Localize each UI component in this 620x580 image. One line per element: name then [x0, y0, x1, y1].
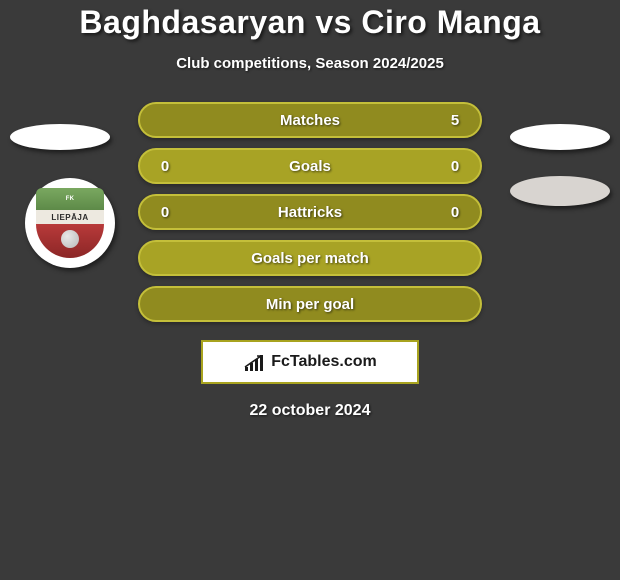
- stat-value-right: 0: [446, 204, 464, 221]
- stat-label: Hattricks: [174, 204, 446, 221]
- page-title: Baghdasaryan vs Ciro Manga: [0, 4, 620, 41]
- club-left-crest: FK LIEPĀJA: [25, 178, 115, 268]
- stat-row: Min per goal: [138, 286, 482, 322]
- brand-label: FcTables.com: [271, 353, 377, 371]
- crest-top-label: FK: [36, 188, 104, 210]
- player-left-avatar-placeholder: [10, 124, 110, 150]
- stat-value-left: 0: [156, 158, 174, 175]
- chart-icon: [243, 353, 265, 371]
- stat-row: 0Hattricks0: [138, 194, 482, 230]
- stat-label: Goals: [174, 158, 446, 175]
- page-subtitle: Club competitions, Season 2024/2025: [0, 55, 620, 72]
- crest-mid-label: LIEPĀJA: [36, 210, 104, 224]
- stat-row: Goals per match: [138, 240, 482, 276]
- comparison-card: Baghdasaryan vs Ciro Manga Club competit…: [0, 0, 620, 420]
- stat-label: Matches: [174, 112, 446, 129]
- stat-label: Goals per match: [156, 250, 464, 267]
- stat-value-right: 0: [446, 158, 464, 175]
- player-right-avatar-placeholder: [510, 124, 610, 150]
- stat-value-right: 5: [446, 112, 464, 129]
- stat-row: Matches5: [138, 102, 482, 138]
- stat-value-left: 0: [156, 204, 174, 221]
- crest-bottom-icon: [36, 224, 104, 258]
- stats-list: Matches50Goals00Hattricks0Goals per matc…: [138, 102, 482, 322]
- club-right-crest-placeholder: [510, 176, 610, 206]
- date-label: 22 october 2024: [0, 402, 620, 420]
- stat-row: 0Goals0: [138, 148, 482, 184]
- crest-shield-icon: FK LIEPĀJA: [36, 188, 104, 258]
- brand-badge[interactable]: FcTables.com: [201, 340, 419, 384]
- stat-label: Min per goal: [156, 296, 464, 313]
